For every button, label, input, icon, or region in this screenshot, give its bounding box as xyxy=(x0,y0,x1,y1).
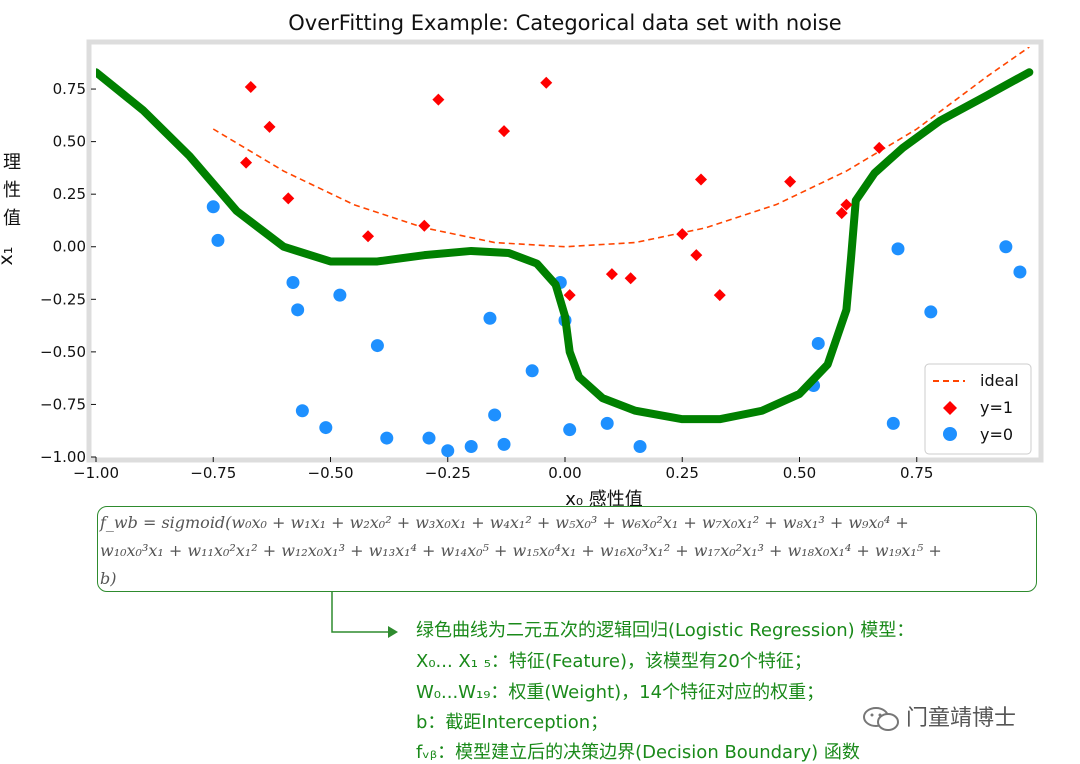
y-axis-label: x₁ xyxy=(0,247,17,266)
y0-point xyxy=(422,431,436,445)
formula-line-3: b) xyxy=(100,569,117,588)
watermark: 门童靖博士 xyxy=(862,700,1016,732)
y-tick-label: −0.50 xyxy=(40,343,86,361)
y1-point xyxy=(690,249,703,262)
y0-point xyxy=(286,275,300,289)
wechat-icon xyxy=(863,707,899,731)
y0-point xyxy=(811,336,825,350)
y1-point xyxy=(873,141,886,154)
legend-y1-swatch xyxy=(943,401,957,415)
y-tick-label: −0.75 xyxy=(40,395,86,413)
y0-point xyxy=(291,303,305,317)
y1-point xyxy=(676,228,689,241)
y-tick-label: 0.25 xyxy=(53,185,86,203)
x-tick-label: −0.25 xyxy=(425,464,471,482)
legend-y1-label: y=1 xyxy=(980,398,1013,417)
x-tick-label: −1.00 xyxy=(73,464,119,482)
y-axis-ticks: −1.00 −0.75 −0.50 −0.25 0.00 0.25 0.50 0.75 xyxy=(40,80,96,466)
y0-point xyxy=(497,437,511,451)
y1-point xyxy=(784,175,797,188)
annotation-line-1: 绿色曲线为二元五次的逻辑回归(Logistic Regression) 模型： xyxy=(416,620,915,641)
y1-point xyxy=(840,198,853,211)
y1-point xyxy=(624,272,637,285)
legend-ideal-label: ideal xyxy=(980,371,1019,390)
y0-point xyxy=(380,431,394,445)
y0-point xyxy=(999,240,1013,254)
y1-point xyxy=(362,230,375,243)
formula-line-1: f_wb = sigmoid(w₀x₀ + w₁x₁ + w₂x₀² + w₃x… xyxy=(100,513,909,532)
y0-point xyxy=(370,339,384,353)
y0-point xyxy=(211,233,225,247)
ideal-curve xyxy=(212,47,1030,248)
y1-point xyxy=(432,93,445,106)
watermark-text: 门童靖博士 xyxy=(906,706,1017,731)
y1-point xyxy=(244,80,257,93)
x-tick-label: 0.25 xyxy=(666,464,699,482)
y1-point xyxy=(695,173,708,186)
plot-area xyxy=(96,47,1034,457)
y-tick-label: 0.50 xyxy=(53,133,86,151)
y-tick-label: 0.75 xyxy=(53,80,86,98)
y1-point xyxy=(498,125,511,138)
y1-point xyxy=(240,156,253,169)
y0-point xyxy=(295,404,309,418)
formula-box xyxy=(97,506,1037,592)
y-axis-label-char: 值 xyxy=(3,208,21,229)
annotation-line-3: W₀...W₁₉：权重(Weight)，14个特征对应的权重； xyxy=(416,682,825,703)
y0-point xyxy=(633,439,647,453)
y0-point xyxy=(886,416,900,430)
y1-point xyxy=(418,219,431,232)
y1-point xyxy=(563,289,576,302)
y0-point xyxy=(483,311,497,325)
y0-point xyxy=(206,200,220,214)
y0-point xyxy=(464,439,478,453)
annotation-arrow-line xyxy=(331,592,390,633)
chart-title: OverFitting Example: Categorical data se… xyxy=(288,11,841,35)
y-tick-label: −0.25 xyxy=(40,290,86,308)
y0-point xyxy=(563,423,577,437)
y-axis-label-char: 性 xyxy=(3,180,21,201)
legend-y0-label: y=0 xyxy=(980,425,1013,444)
y1-point xyxy=(605,268,618,281)
y0-point xyxy=(600,416,614,430)
y-tick-label: −1.00 xyxy=(40,448,86,466)
y0-point xyxy=(891,242,905,256)
annotation-line-4: b：截距Interception； xyxy=(416,712,609,733)
decision-boundary-curve xyxy=(96,68,1034,424)
legend-y0-swatch xyxy=(943,427,957,441)
x-tick-label: −0.50 xyxy=(308,464,354,482)
y1-point xyxy=(263,120,276,133)
x-tick-label: 0.75 xyxy=(900,464,933,482)
plot-marks xyxy=(96,47,1034,458)
annotation-line-2: X₀... X₁ ₅：特征(Feature)，该模型有20个特征； xyxy=(416,651,812,672)
y-axis-label-char: 理 xyxy=(3,152,21,173)
x-axis-ticks: −1.00 −0.75 −0.50 −0.25 0.00 0.25 0.50 0.75 xyxy=(73,457,933,482)
y1-point xyxy=(540,76,553,89)
y0-point xyxy=(488,408,502,422)
y1-point xyxy=(282,192,295,205)
y0-point xyxy=(441,444,455,458)
x-tick-label: 0.50 xyxy=(783,464,816,482)
annotation-arrow-head xyxy=(388,626,398,638)
formula-line-2: w₁₀x₀³x₁ + w₁₁x₀²x₁² + w₁₂x₀x₁³ + w₁₃x₁⁴… xyxy=(100,541,942,560)
y1-point xyxy=(713,289,726,302)
y-axis-label-chinese: 理性值 xyxy=(3,152,21,229)
x-tick-label: −0.75 xyxy=(190,464,236,482)
y0-point xyxy=(319,421,333,435)
x-axis-label: x₀ 感性值 xyxy=(565,489,643,510)
y0-point xyxy=(1013,265,1027,279)
y-tick-label: 0.00 xyxy=(53,238,86,256)
legend: ideal y=1 y=0 xyxy=(924,363,1032,455)
x-tick-label: 0.00 xyxy=(548,464,581,482)
annotation-line-5: fᵥᵦ：模型建立后的决策边界(Decision Boundary) 函数 xyxy=(416,742,860,763)
y0-point xyxy=(924,305,938,319)
y0-point xyxy=(525,364,539,378)
y1-point xyxy=(835,207,848,220)
y0-point xyxy=(333,288,347,302)
